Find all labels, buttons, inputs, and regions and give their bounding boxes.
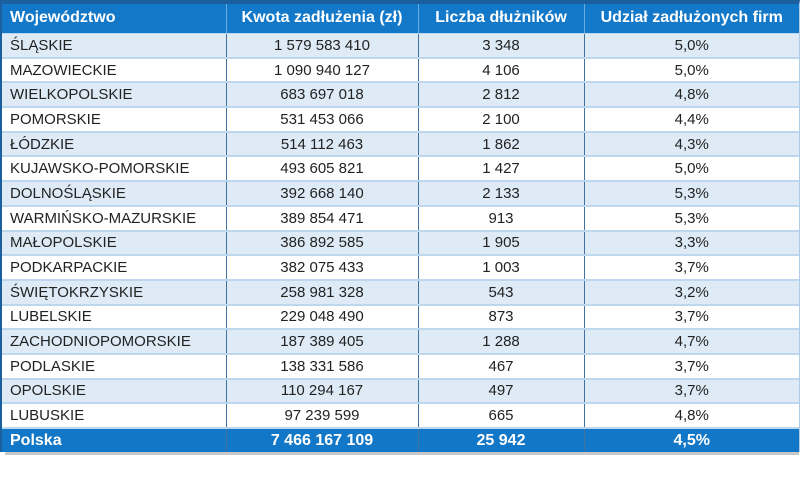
cell-wojewodztwo: DOLNOŚLĄSKIE <box>2 181 226 207</box>
cell-liczba: 497 <box>417 378 584 405</box>
cell-kwota: 514 112 463 <box>225 131 418 158</box>
cell-kwota: 1 579 583 410 <box>225 33 418 59</box>
cell-liczba: 913 <box>417 205 584 232</box>
cell-wojewodztwo: ŚLĄSKIE <box>2 33 226 59</box>
cell-wojewodztwo: ŚWIĘTOKRZYSKIE <box>2 279 226 306</box>
cell-liczba: 467 <box>417 353 584 380</box>
column-header-wojewodztwo: Województwo <box>2 4 226 34</box>
cell-udzial: 3,7% <box>583 378 799 405</box>
footer-cell-kwota: 7 466 167 109 <box>225 428 418 452</box>
cell-wojewodztwo: MAZOWIECKIE <box>2 57 226 84</box>
cell-liczba: 1 862 <box>417 131 584 158</box>
table-row: KUJAWSKO-POMORSKIE 493 605 821 1 427 5,0… <box>2 156 799 183</box>
cell-wojewodztwo: WIELKOPOLSKIE <box>2 82 226 109</box>
table-row: PODKARPACKIE 382 075 433 1 003 3,7% <box>2 255 799 281</box>
table-row: MAŁOPOLSKIE 386 892 585 1 905 3,3% <box>2 230 799 257</box>
cell-wojewodztwo: PODKARPACKIE <box>2 255 226 281</box>
table-body: ŚLĄSKIE 1 579 583 410 3 348 5,0% MAZOWIE… <box>2 33 799 429</box>
column-header-udzial: Udział zadłużonych firm <box>583 4 799 34</box>
cell-wojewodztwo: PODLASKIE <box>2 353 226 380</box>
cell-kwota: 110 294 167 <box>225 378 418 405</box>
cell-wojewodztwo: WARMIŃSKO-MAZURSKIE <box>2 205 226 232</box>
cell-liczba: 2 133 <box>417 181 584 207</box>
column-header-liczba: Liczba dłużników <box>417 4 584 34</box>
footer-cell-wojewodztwo: Polska <box>2 428 226 452</box>
cell-liczba: 1 003 <box>417 255 584 281</box>
cell-udzial: 4,3% <box>583 131 799 158</box>
cell-liczba: 2 812 <box>417 82 584 109</box>
cell-wojewodztwo: KUJAWSKO-POMORSKIE <box>2 156 226 183</box>
table-row: LUBELSKIE 229 048 490 873 3,7% <box>2 304 799 331</box>
table-row: MAZOWIECKIE 1 090 940 127 4 106 5,0% <box>2 57 799 84</box>
cell-udzial: 5,0% <box>583 57 799 84</box>
cell-kwota: 392 668 140 <box>225 181 418 207</box>
cell-kwota: 258 981 328 <box>225 279 418 306</box>
cell-liczba: 543 <box>417 279 584 306</box>
table-row: LUBUSKIE 97 239 599 665 4,8% <box>2 403 799 429</box>
cell-liczba: 2 100 <box>417 107 584 133</box>
cell-udzial: 5,0% <box>583 156 799 183</box>
cell-liczba: 1 427 <box>417 156 584 183</box>
cell-udzial: 4,8% <box>583 82 799 109</box>
cell-liczba: 873 <box>417 304 584 331</box>
table-row: WIELKOPOLSKIE 683 697 018 2 812 4,8% <box>2 82 799 109</box>
cell-wojewodztwo: LUBELSKIE <box>2 304 226 331</box>
table-row: OPOLSKIE 110 294 167 497 3,7% <box>2 378 799 405</box>
cell-kwota: 187 389 405 <box>225 329 418 355</box>
cell-kwota: 382 075 433 <box>225 255 418 281</box>
header-row: Województwo Kwota zadłużenia (zł) Liczba… <box>2 4 799 34</box>
cell-kwota: 493 605 821 <box>225 156 418 183</box>
cell-udzial: 5,3% <box>583 181 799 207</box>
cell-wojewodztwo: POMORSKIE <box>2 107 226 133</box>
table-row: ZACHODNIOPOMORSKIE 187 389 405 1 288 4,7… <box>2 329 799 355</box>
cell-kwota: 138 331 586 <box>225 353 418 380</box>
cell-udzial: 3,7% <box>583 353 799 380</box>
cell-liczba: 3 348 <box>417 33 584 59</box>
cell-udzial: 5,3% <box>583 205 799 232</box>
cell-udzial: 3,7% <box>583 255 799 281</box>
cell-udzial: 3,3% <box>583 230 799 257</box>
cell-kwota: 531 453 066 <box>225 107 418 133</box>
cell-kwota: 229 048 490 <box>225 304 418 331</box>
table-row: PODLASKIE 138 331 586 467 3,7% <box>2 353 799 380</box>
table-row: DOLNOŚLĄSKIE 392 668 140 2 133 5,3% <box>2 181 799 207</box>
column-header-kwota: Kwota zadłużenia (zł) <box>225 4 418 34</box>
table-row: POMORSKIE 531 453 066 2 100 4,4% <box>2 107 799 133</box>
cell-udzial: 3,2% <box>583 279 799 306</box>
cell-kwota: 389 854 471 <box>225 205 418 232</box>
footer-row: Polska 7 466 167 109 25 942 4,5% <box>2 428 799 452</box>
cell-udzial: 4,7% <box>583 329 799 355</box>
cell-kwota: 683 697 018 <box>225 82 418 109</box>
cell-kwota: 1 090 940 127 <box>225 57 418 84</box>
cell-udzial: 5,0% <box>583 33 799 59</box>
cell-wojewodztwo: ZACHODNIOPOMORSKIE <box>2 329 226 355</box>
cell-kwota: 386 892 585 <box>225 230 418 257</box>
table-row: ŚLĄSKIE 1 579 583 410 3 348 5,0% <box>2 33 799 59</box>
cell-liczba: 1 288 <box>417 329 584 355</box>
table-row: WARMIŃSKO-MAZURSKIE 389 854 471 913 5,3% <box>2 205 799 232</box>
cell-wojewodztwo: ŁÓDZKIE <box>2 131 226 158</box>
footer-cell-liczba: 25 942 <box>417 428 584 452</box>
debt-table-container: Województwo Kwota zadłużenia (zł) Liczba… <box>0 0 800 452</box>
cell-liczba: 1 905 <box>417 230 584 257</box>
cell-liczba: 4 106 <box>417 57 584 84</box>
cell-wojewodztwo: LUBUSKIE <box>2 403 226 429</box>
table-drop-shadow <box>5 452 799 455</box>
cell-wojewodztwo: MAŁOPOLSKIE <box>2 230 226 257</box>
table-row: ŚWIĘTOKRZYSKIE 258 981 328 543 3,2% <box>2 279 799 306</box>
cell-udzial: 3,7% <box>583 304 799 331</box>
cell-liczba: 665 <box>417 403 584 429</box>
cell-wojewodztwo: OPOLSKIE <box>2 378 226 405</box>
cell-kwota: 97 239 599 <box>225 403 418 429</box>
cell-udzial: 4,8% <box>583 403 799 429</box>
cell-udzial: 4,4% <box>583 107 799 133</box>
debt-table: Województwo Kwota zadłużenia (zł) Liczba… <box>2 4 799 452</box>
footer-cell-udzial: 4,5% <box>583 428 799 452</box>
table-row: ŁÓDZKIE 514 112 463 1 862 4,3% <box>2 131 799 158</box>
